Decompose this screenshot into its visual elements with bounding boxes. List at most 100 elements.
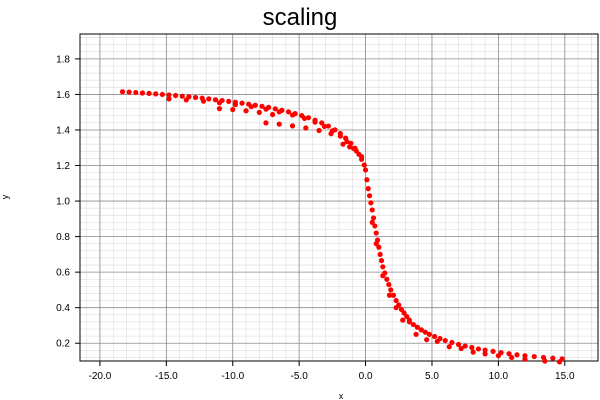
data-point <box>305 115 312 121</box>
data-point <box>347 144 353 150</box>
data-point <box>373 230 379 236</box>
data-point <box>192 94 199 101</box>
data-point <box>179 93 185 99</box>
data-point <box>372 223 378 229</box>
y-axis-label: y <box>0 194 10 199</box>
data-point <box>455 341 462 348</box>
x-tick-label: 15.0 <box>555 371 575 382</box>
data-point <box>243 108 249 114</box>
data-point <box>542 358 548 364</box>
data-point <box>388 287 394 293</box>
data-point <box>362 167 369 173</box>
data-point <box>321 123 327 130</box>
data-point <box>276 121 282 127</box>
y-tick-label: 0.4 <box>56 303 70 314</box>
x-tick-label: -20.0 <box>89 371 112 382</box>
data-point <box>368 200 374 206</box>
data-point <box>522 356 528 362</box>
y-tick-label: 1.6 <box>56 90 70 101</box>
data-point <box>386 281 392 288</box>
data-point <box>550 355 556 361</box>
data-point <box>531 353 537 360</box>
data-point <box>390 292 397 298</box>
data-point <box>263 120 269 126</box>
data-point <box>442 337 448 344</box>
data-point <box>506 351 512 357</box>
data-point <box>183 97 189 103</box>
data-point <box>434 338 440 345</box>
data-point <box>256 109 262 115</box>
data-point <box>380 264 386 270</box>
data-point <box>380 273 386 279</box>
data-point <box>216 106 223 112</box>
data-point <box>446 344 452 350</box>
data-point <box>556 359 563 365</box>
y-tick-label: 1.4 <box>56 125 70 136</box>
data-point <box>426 331 432 337</box>
data-point <box>370 215 377 221</box>
data-point <box>378 257 385 264</box>
data-point <box>239 100 245 106</box>
data-point <box>353 148 359 154</box>
data-point <box>366 193 373 199</box>
data-point <box>361 162 367 168</box>
x-tick-label: -10.0 <box>221 371 244 382</box>
data-point <box>325 123 331 129</box>
major-gridlines <box>80 34 598 361</box>
data-point <box>159 91 165 98</box>
data-point <box>469 344 475 351</box>
data-point <box>285 109 292 115</box>
data-point <box>216 100 223 106</box>
y-tick-label: 0.6 <box>56 268 70 279</box>
plot-frame <box>79 33 599 362</box>
data-point <box>475 346 482 352</box>
data-points <box>119 89 565 365</box>
data-point <box>422 329 428 335</box>
data-point <box>376 244 382 250</box>
x-tick-label: -5.0 <box>291 371 309 382</box>
y-axis-ticks: 0.2 0.4 0.6 0.8 1.0 1.2 1.4 1.6 1.8 <box>56 54 80 350</box>
data-point <box>133 89 139 96</box>
data-point <box>373 241 379 247</box>
data-point <box>358 154 365 160</box>
x-tick-label: 10.0 <box>489 371 509 382</box>
data-point <box>212 97 219 103</box>
data-point <box>369 219 375 225</box>
data-point <box>269 111 276 118</box>
data-point <box>400 317 406 323</box>
data-point <box>139 90 146 96</box>
data-point <box>289 123 296 129</box>
data-point <box>509 354 515 361</box>
data-point <box>166 92 172 98</box>
data-point <box>173 92 179 99</box>
minor-gridlines <box>80 34 598 361</box>
data-point <box>166 96 172 102</box>
data-point <box>482 351 488 357</box>
data-point <box>424 337 430 343</box>
data-point <box>276 109 282 115</box>
data-point <box>514 352 520 358</box>
data-point <box>490 348 496 354</box>
x-tick-label: 5.0 <box>425 371 439 382</box>
data-point <box>377 251 383 257</box>
data-point <box>200 98 207 104</box>
data-point <box>406 319 412 325</box>
y-tick-label: 1.8 <box>56 54 70 65</box>
data-point <box>449 339 455 346</box>
x-axis-ticks: -20.0 -15.0 -10.0 -5.0 0.0 5.0 10.0 15.0 <box>89 361 575 382</box>
data-point <box>393 305 399 311</box>
data-point <box>365 186 371 192</box>
data-point <box>226 98 232 104</box>
x-tick-label: -15.0 <box>155 371 178 382</box>
y-tick-label: 0.8 <box>56 232 70 243</box>
data-point <box>328 131 334 137</box>
data-point <box>398 306 405 313</box>
data-point <box>301 115 308 122</box>
data-point <box>312 119 318 125</box>
data-point <box>272 106 278 112</box>
data-point <box>482 347 488 353</box>
data-point <box>340 141 346 147</box>
data-point <box>384 276 390 282</box>
data-point <box>248 104 254 110</box>
